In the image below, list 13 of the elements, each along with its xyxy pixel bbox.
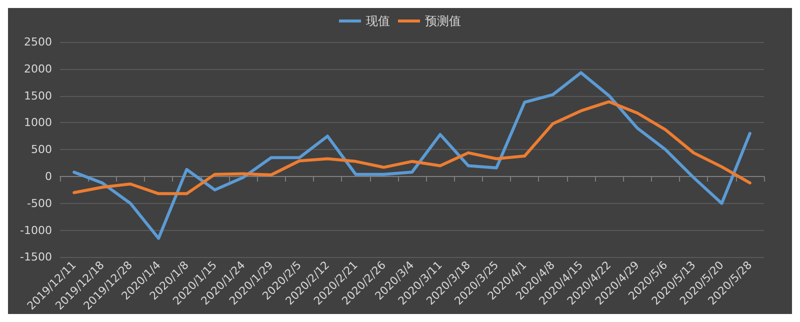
- y-tick-label: 0: [45, 170, 52, 183]
- legend-label: 现值: [366, 14, 390, 28]
- legend-label: 预测值: [425, 14, 461, 28]
- line-series: [72, 71, 752, 240]
- y-tick-label: 1500: [24, 89, 52, 102]
- y-tick-label: -1000: [20, 224, 52, 237]
- y-tick-label: 500: [31, 143, 52, 156]
- line-series: [72, 100, 752, 196]
- y-tick-label: 2500: [24, 36, 52, 48]
- y-tick-label: 2000: [24, 62, 52, 76]
- y-tick-label: 1000: [24, 116, 52, 130]
- y-tick-label: -1500: [20, 250, 52, 264]
- y-tick-label: -500: [27, 196, 52, 210]
